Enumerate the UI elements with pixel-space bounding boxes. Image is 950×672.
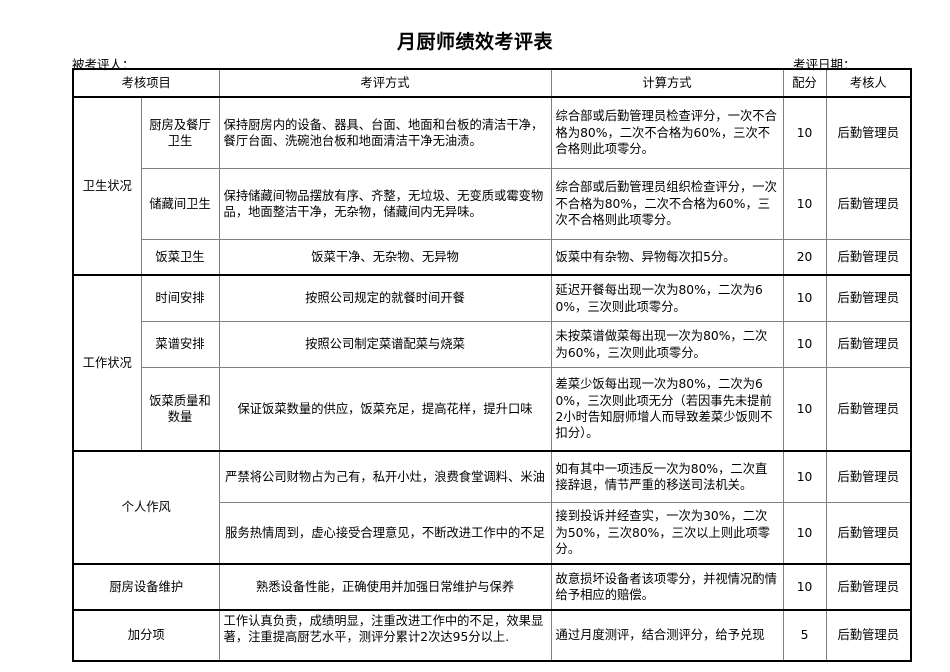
page-title: 月厨师绩效考评表 [396, 31, 553, 53]
item-cell: 时间安排 [140, 274, 220, 322]
column-header-item: 考核项目 [72, 68, 220, 98]
category-cell: 加分项 [72, 609, 220, 662]
score-cell: 10 [782, 563, 827, 611]
column-header-calc: 计算方式 [550, 68, 784, 98]
item-cell: 饭菜质量和数量 [140, 367, 220, 452]
method-cell: 工作认真负责，成绩明显，注重改进工作中的不足，效果显著，注重提高厨艺水平，测评分… [218, 609, 552, 662]
assessor-cell: 后勤管理员 [825, 450, 912, 503]
assessor-cell: 后勤管理员 [825, 239, 912, 276]
calc-cell: 差菜少饭每出现一次为80%，二次为60%，三次则此项无分（若因事先未提前2小时告… [550, 367, 784, 452]
item-cell: 饭菜卫生 [140, 239, 220, 276]
score-cell: 10 [782, 168, 827, 240]
table-body: 卫生状况 厨房及餐厅卫生 保持厨房内的设备、器具、台面、地面和台板的清洁干净，餐… [72, 96, 912, 662]
column-header-assessor: 考核人 [825, 68, 912, 98]
score-cell: 10 [782, 274, 827, 322]
category-cell: 工作状况 [72, 274, 142, 452]
assessor-cell: 后勤管理员 [825, 274, 912, 322]
table-row: 厨房设备维护 熟悉设备性能，正确使用并加强日常维护与保养 故意损坏设备者该项零分… [72, 563, 912, 611]
assessor-cell: 后勤管理员 [825, 367, 912, 452]
assessor-cell: 后勤管理员 [825, 502, 912, 565]
calc-cell: 通过月度测评，结合测评分，给予兑现 [550, 609, 784, 662]
assessor-cell: 后勤管理员 [825, 321, 912, 368]
calc-cell: 延迟开餐每出现一次为80%，二次为60%，三次则此项零分。 [550, 274, 784, 322]
method-cell: 按照公司规定的就餐时间开餐 [218, 274, 552, 322]
calc-cell: 综合部或后勤管理员组织检查评分，一次不合格为80%，二次不合格为60%，三次不合… [550, 168, 784, 240]
table-header-row: 考核项目 考评方式 计算方式 配分 考核人 [72, 68, 912, 98]
method-cell: 保持储藏间物品摆放有序、齐整，无垃圾、无变质或霉变物品，地面整洁干净，无杂物，储… [218, 168, 552, 240]
category-cell: 个人作风 [72, 450, 220, 565]
calc-cell: 综合部或后勤管理员检查评分，一次不合格为80%，二次不合格为60%，三次不合格则… [550, 96, 784, 169]
category-cell: 卫生状况 [72, 96, 142, 276]
method-cell: 服务热情周到，虚心接受合理意见，不断改进工作中的不足 [218, 502, 552, 565]
method-cell: 饭菜干净、无杂物、无异物 [218, 239, 552, 276]
assessor-cell: 后勤管理员 [825, 168, 912, 240]
item-cell: 储藏间卫生 [140, 168, 220, 240]
score-cell: 10 [782, 321, 827, 368]
table-row: 饭菜卫生 饭菜干净、无杂物、无异物 饭菜中有杂物、异物每次扣5分。 20 后勤管… [73, 239, 912, 276]
score-cell: 10 [782, 502, 827, 565]
column-header-method: 考评方式 [218, 68, 552, 98]
method-cell: 熟悉设备性能，正确使用并加强日常维护与保养 [218, 563, 552, 611]
score-cell: 10 [782, 96, 827, 169]
score-cell: 5 [782, 609, 827, 662]
assessor-cell: 后勤管理员 [825, 609, 912, 662]
score-cell: 10 [782, 450, 827, 503]
calc-cell: 故意损坏设备者该项零分，并视情况酌情给予相应的赔偿。 [550, 563, 784, 611]
method-cell: 严禁将公司财物占为己有，私开小灶，浪费食堂调料、米油 [218, 450, 552, 503]
calc-cell: 饭菜中有杂物、异物每次扣5分。 [550, 239, 784, 276]
table-row: 菜谱安排 按照公司制定菜谱配菜与烧菜 未按菜谱做菜每出现一次为80%，二次为60… [73, 321, 912, 368]
assessor-cell: 后勤管理员 [825, 96, 912, 169]
method-cell: 按照公司制定菜谱配菜与烧菜 [218, 321, 552, 368]
item-cell: 菜谱安排 [140, 321, 220, 368]
calc-cell: 接到投诉并经查实，一次为30%，二次为50%，三次80%，三次以上则此项零分。 [550, 502, 784, 565]
table-row: 服务热情周到，虚心接受合理意见，不断改进工作中的不足 接到投诉并经查实，一次为3… [73, 502, 912, 565]
method-cell: 保持厨房内的设备、器具、台面、地面和台板的清洁干净，餐厅台面、洗碗池台板和地面清… [218, 96, 552, 169]
column-header-score: 配分 [782, 68, 827, 98]
table-row: 卫生状况 厨房及餐厅卫生 保持厨房内的设备、器具、台面、地面和台板的清洁干净，餐… [72, 96, 912, 276]
table-row: 工作状况 时间安排 按照公司规定的就餐时间开餐 延迟开餐每出现一次为80%，二次… [72, 274, 912, 452]
category-cell: 厨房设备维护 [72, 563, 220, 611]
table-row: 加分项 工作认真负责，成绩明显，注重改进工作中的不足，效果显著，注重提高厨艺水平… [72, 609, 912, 662]
score-cell: 10 [782, 367, 827, 452]
method-cell: 保证饭菜数量的供应，饭菜充足，提高花样，提升口味 [218, 367, 552, 452]
table-row: 储藏间卫生 保持储藏间物品摆放有序、齐整，无垃圾、无变质或霉变物品，地面整洁干净… [73, 168, 912, 240]
calc-cell: 未按菜谱做菜每出现一次为80%，二次为60%，三次则此项零分。 [550, 321, 784, 368]
calc-cell: 如有其中一项违反一次为80%，二次直接辞退，情节严重的移送司法机关。 [550, 450, 784, 503]
performance-evaluation-table: 考核项目 考评方式 计算方式 配分 考核人 卫生状况 厨房及餐厅卫生 保持厨房内… [72, 68, 913, 662]
item-cell: 厨房及餐厅卫生 [140, 96, 220, 169]
assessor-cell: 后勤管理员 [825, 563, 912, 611]
score-cell: 20 [782, 239, 827, 276]
table-row: 个人作风 严禁将公司财物占为己有，私开小灶，浪费食堂调料、米油 如有其中一项违反… [72, 450, 912, 565]
table-row: 饭菜质量和数量 保证饭菜数量的供应，饭菜充足，提高花样，提升口味 差菜少饭每出现… [73, 367, 912, 452]
